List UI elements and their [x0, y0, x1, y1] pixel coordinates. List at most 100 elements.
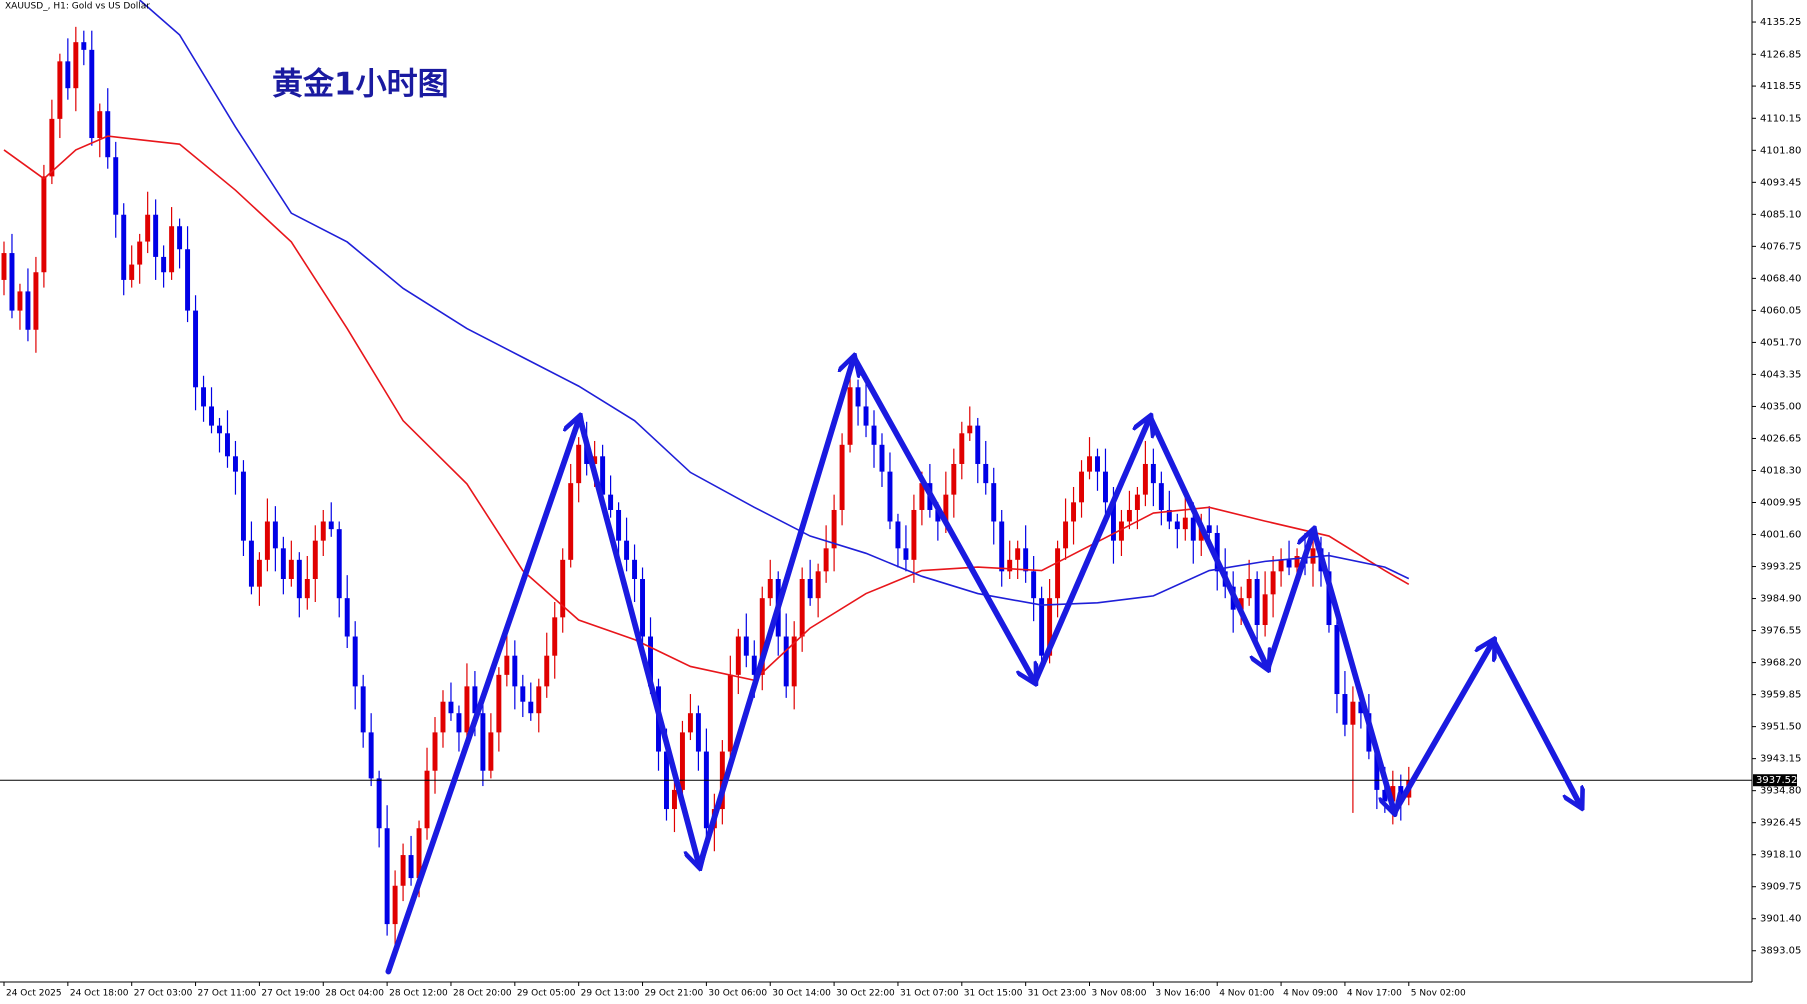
candle-body: [967, 425, 973, 434]
candle-body: [33, 272, 39, 330]
y-tick-label: 4135.25: [1760, 17, 1801, 28]
y-tick-label: 4076.75: [1760, 241, 1801, 252]
candle-body: [935, 509, 941, 522]
candle-body: [1095, 456, 1100, 472]
candle-body: [695, 713, 701, 752]
candle-body: [1310, 548, 1316, 564]
x-tick-label: 4 Nov 17:00: [1347, 989, 1402, 999]
candle-body: [1142, 463, 1148, 495]
candle-body: [177, 226, 183, 250]
y-tick-label: 4035.00: [1760, 401, 1801, 412]
candle-body: [1158, 483, 1164, 510]
candle-body: [823, 548, 829, 572]
y-tick-label: 4043.35: [1760, 369, 1801, 380]
y-tick-label: 4060.05: [1760, 305, 1801, 316]
x-tick-label: 4 Nov 01:00: [1219, 989, 1274, 999]
candle-body: [687, 713, 693, 733]
candle-body: [392, 885, 398, 925]
candle-body: [600, 456, 606, 495]
candle-body: [1118, 521, 1124, 541]
candle-body: [97, 111, 103, 139]
candle-body: [1023, 548, 1029, 572]
y-tick-label: 4026.65: [1760, 433, 1801, 444]
candle-body: [89, 49, 95, 139]
candle-body: [1238, 598, 1244, 610]
y-tick-label: 4110.15: [1760, 113, 1801, 124]
candle-body: [1087, 456, 1092, 472]
candle-body: [759, 598, 765, 675]
x-tick-label: 29 Oct 13:00: [581, 989, 640, 999]
candle-body: [1134, 494, 1140, 510]
candle-body: [145, 214, 151, 242]
y-tick-label: 4118.55: [1760, 81, 1801, 92]
candle-body: [1294, 555, 1300, 568]
candle-body: [1103, 471, 1108, 503]
candle-body: [1270, 571, 1276, 595]
candle-body: [81, 42, 87, 50]
forecast-arrows: [385, 354, 1581, 975]
y-tick-label: 3918.10: [1760, 850, 1801, 861]
x-tick-label: 31 Oct 07:00: [900, 989, 959, 999]
arrow: [851, 354, 1035, 682]
candle-body: [975, 425, 981, 464]
y-tick-label: 4001.60: [1760, 530, 1801, 541]
candle-body: [376, 778, 382, 829]
x-tick-label: 29 Oct 05:00: [517, 989, 576, 999]
candle-body: [648, 636, 653, 687]
candle-body: [17, 291, 23, 311]
candle-body: [169, 226, 175, 273]
y-tick-label: 4068.40: [1760, 273, 1801, 284]
candle-body: [472, 686, 478, 714]
candle-body: [1055, 548, 1061, 599]
y-tick-label: 3893.05: [1760, 946, 1801, 957]
y-tick-label: 4085.10: [1760, 209, 1801, 220]
candle-body: [887, 471, 893, 522]
x-tick-label: 4 Nov 09:00: [1283, 989, 1338, 999]
candle-body: [209, 406, 214, 426]
candle-body: [193, 310, 199, 388]
candle-body: [240, 471, 246, 541]
candle-body: [360, 686, 366, 733]
candle-body: [288, 559, 294, 580]
candle-body: [991, 483, 997, 522]
candle-body: [1031, 571, 1037, 599]
candle-body: [1174, 521, 1180, 530]
candle-body: [919, 483, 925, 510]
candle-body: [560, 559, 566, 618]
y-tick-label: 3951.50: [1760, 722, 1801, 733]
chart-title: 黄金1小时图: [272, 67, 449, 103]
candle-body: [456, 713, 462, 733]
candle-body: [1071, 502, 1077, 522]
y-tick-label: 3959.85: [1760, 690, 1801, 701]
candle-body: [464, 686, 470, 733]
candle-body: [528, 701, 534, 714]
candle-body: [735, 636, 741, 675]
candle-body: [791, 636, 797, 687]
candle-body: [65, 61, 71, 89]
candle-body: [217, 425, 222, 434]
candle-body: [232, 456, 238, 472]
candle-body: [847, 387, 853, 445]
candle-body: [895, 521, 901, 549]
candle-body: [1166, 509, 1172, 522]
candle-body: [1126, 509, 1132, 522]
candle-body: [320, 521, 326, 541]
candle-body: [592, 456, 598, 464]
y-tick-label: 4018.30: [1760, 465, 1801, 476]
candle-body: [608, 494, 614, 510]
x-tick-label: 30 Oct 14:00: [772, 989, 831, 999]
candle-body: [137, 241, 143, 265]
candle-body: [161, 256, 167, 273]
candle-body: [129, 264, 135, 280]
candle-body: [911, 509, 917, 560]
x-tick-label: 30 Oct 06:00: [708, 989, 767, 999]
y-tick-label: 3984.90: [1760, 594, 1801, 605]
arrow: [1031, 417, 1150, 686]
candle-body: [871, 425, 877, 445]
candle-body: [9, 253, 15, 311]
candle-body: [767, 579, 773, 599]
candle-body: [1150, 463, 1156, 484]
candle-body: [504, 655, 510, 675]
x-tick-label: 3 Nov 08:00: [1092, 989, 1147, 999]
